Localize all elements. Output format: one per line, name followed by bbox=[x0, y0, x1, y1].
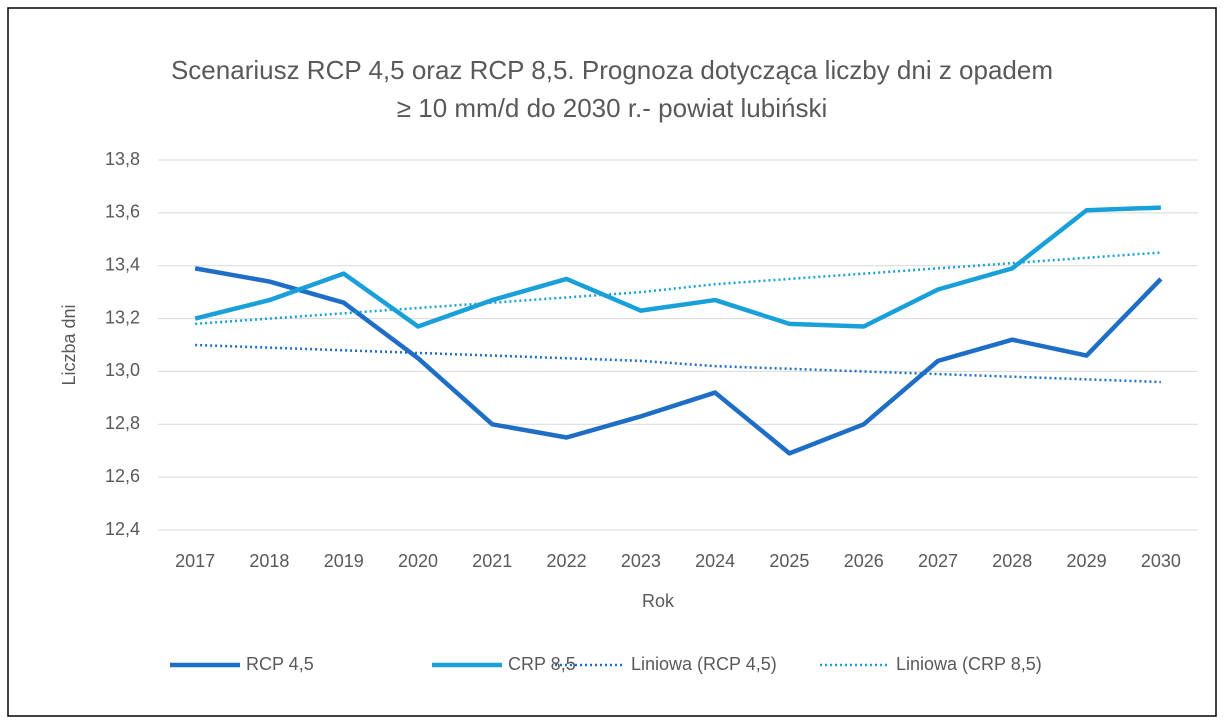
x-tick-label: 2019 bbox=[324, 551, 364, 571]
y-tick-label: 12,4 bbox=[105, 519, 140, 539]
x-tick-label: 2026 bbox=[844, 551, 884, 571]
y-tick-label: 13,8 bbox=[105, 149, 140, 169]
series-line bbox=[195, 343, 1161, 384]
x-tick-label: 2017 bbox=[175, 551, 215, 571]
legend-label: Liniowa (RCP 4,5) bbox=[631, 654, 777, 674]
series-line bbox=[195, 251, 1161, 326]
legend-label: CRP 8,5 bbox=[508, 654, 576, 674]
legend-label: RCP 4,5 bbox=[246, 654, 314, 674]
x-tick-label: 2029 bbox=[1067, 551, 1107, 571]
chart-title: ≥ 10 mm/d do 2030 r.- powiat lubiński bbox=[397, 93, 828, 123]
y-axis-label: Liczba dni bbox=[59, 304, 79, 385]
x-tick-label: 2021 bbox=[472, 551, 512, 571]
y-tick-label: 12,6 bbox=[105, 466, 140, 486]
x-tick-label: 2018 bbox=[249, 551, 289, 571]
x-tick-label: 2025 bbox=[769, 551, 809, 571]
chart-border bbox=[7, 7, 1217, 717]
x-axis-label: Rok bbox=[642, 591, 675, 611]
x-tick-label: 2022 bbox=[547, 551, 587, 571]
x-tick-label: 2024 bbox=[695, 551, 735, 571]
x-tick-label: 2030 bbox=[1141, 551, 1181, 571]
x-tick-label: 2028 bbox=[992, 551, 1032, 571]
legend-label: Liniowa (CRP 8,5) bbox=[896, 654, 1042, 674]
chart-title: Scenariusz RCP 4,5 oraz RCP 8,5. Prognoz… bbox=[171, 55, 1053, 85]
x-tick-label: 2020 bbox=[398, 551, 438, 571]
y-tick-label: 12,8 bbox=[105, 413, 140, 433]
series-line bbox=[194, 205, 1161, 329]
x-tick-label: 2027 bbox=[918, 551, 958, 571]
y-tick-label: 13,4 bbox=[105, 254, 140, 274]
x-tick-label: 2023 bbox=[621, 551, 661, 571]
y-tick-label: 13,6 bbox=[105, 202, 140, 222]
y-tick-label: 13,0 bbox=[105, 360, 140, 380]
y-tick-label: 13,2 bbox=[105, 307, 140, 327]
